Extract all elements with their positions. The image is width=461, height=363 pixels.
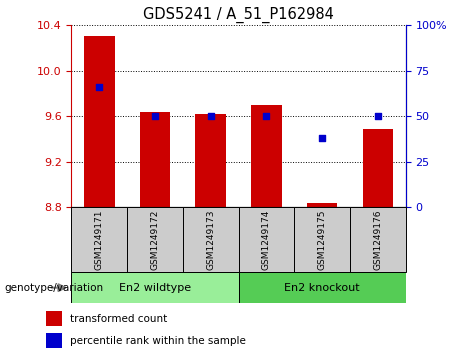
Point <box>319 135 326 141</box>
Text: GSM1249175: GSM1249175 <box>318 209 327 270</box>
Bar <box>195 114 226 207</box>
Bar <box>46 311 62 326</box>
Bar <box>46 333 62 348</box>
Bar <box>238 272 406 303</box>
Title: GDS5241 / A_51_P162984: GDS5241 / A_51_P162984 <box>143 7 334 23</box>
Text: En2 knockout: En2 knockout <box>284 283 360 293</box>
Text: transformed count: transformed count <box>70 314 167 324</box>
Bar <box>140 112 170 207</box>
Bar <box>127 207 183 272</box>
Text: GSM1249173: GSM1249173 <box>206 209 215 270</box>
Text: GSM1249172: GSM1249172 <box>150 209 160 270</box>
Point <box>151 113 159 119</box>
Point <box>263 113 270 119</box>
Bar <box>71 272 239 303</box>
Bar <box>238 207 294 272</box>
Point <box>374 113 382 119</box>
Text: En2 wildtype: En2 wildtype <box>119 283 191 293</box>
Bar <box>251 105 282 207</box>
Point <box>207 113 214 119</box>
Text: GSM1249174: GSM1249174 <box>262 209 271 270</box>
Bar <box>362 129 393 207</box>
Text: genotype/variation: genotype/variation <box>5 283 104 293</box>
Bar <box>71 207 127 272</box>
Text: percentile rank within the sample: percentile rank within the sample <box>70 336 246 346</box>
Bar <box>350 207 406 272</box>
Text: GSM1249176: GSM1249176 <box>373 209 382 270</box>
Text: GSM1249171: GSM1249171 <box>95 209 104 270</box>
Point <box>95 84 103 90</box>
Bar <box>294 207 350 272</box>
Bar <box>307 203 337 207</box>
Bar <box>84 36 115 207</box>
Bar <box>183 207 238 272</box>
